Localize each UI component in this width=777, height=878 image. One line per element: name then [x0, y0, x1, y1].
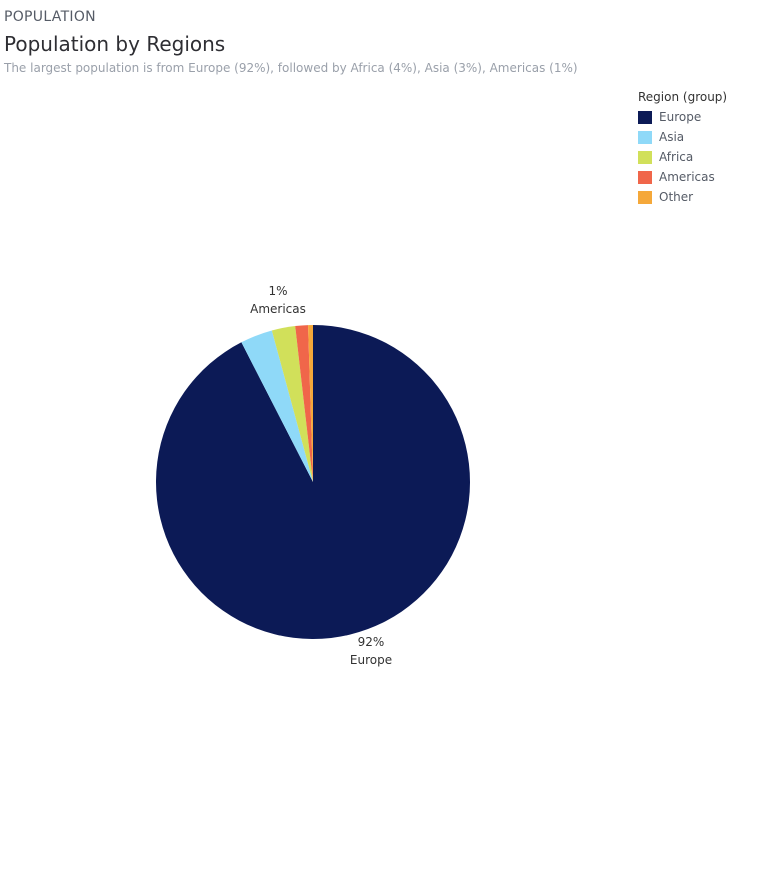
legend-swatch-europe	[638, 110, 652, 124]
legend-item-europe[interactable]: Europe	[638, 107, 727, 127]
slice-label-name-europe: Europe	[350, 653, 392, 667]
legend-item-americas[interactable]: Americas	[638, 167, 727, 187]
legend-swatch-africa	[638, 150, 652, 164]
legend-label-europe: Europe	[659, 110, 702, 124]
legend-label-africa: Africa	[659, 150, 694, 164]
legend-label-asia: Asia	[659, 130, 685, 144]
legend-swatch-americas	[638, 170, 652, 184]
legend-title: Region (group)	[638, 90, 728, 104]
slice-label-pct-europe: 92%	[358, 635, 385, 649]
legend-label-other: Other	[659, 190, 694, 204]
pie-slice-asia[interactable]	[241, 330, 313, 482]
chart-subtitle: The largest population is from Europe (9…	[4, 61, 578, 75]
pie-slice-americas[interactable]	[295, 325, 313, 482]
dashboard-eyebrow: POPULATION	[4, 9, 96, 25]
legend-label-americas: Americas	[659, 170, 715, 184]
pie-slice-africa[interactable]	[271, 326, 313, 482]
legend-item-africa[interactable]: Africa	[638, 147, 727, 167]
pie-slice-other[interactable]	[308, 325, 313, 482]
slice-label-name-americas: Americas	[250, 302, 306, 316]
legend-swatch-other	[638, 190, 652, 204]
legend: Region (group) Europe Asia Africa Americ…	[638, 90, 727, 207]
legend-swatch-asia	[638, 130, 652, 144]
legend-item-asia[interactable]: Asia	[638, 127, 727, 147]
slice-label-pct-americas: 1%	[268, 284, 287, 298]
chart-title: Population by Regions	[4, 32, 226, 56]
legend-item-other[interactable]: Other	[638, 187, 727, 207]
